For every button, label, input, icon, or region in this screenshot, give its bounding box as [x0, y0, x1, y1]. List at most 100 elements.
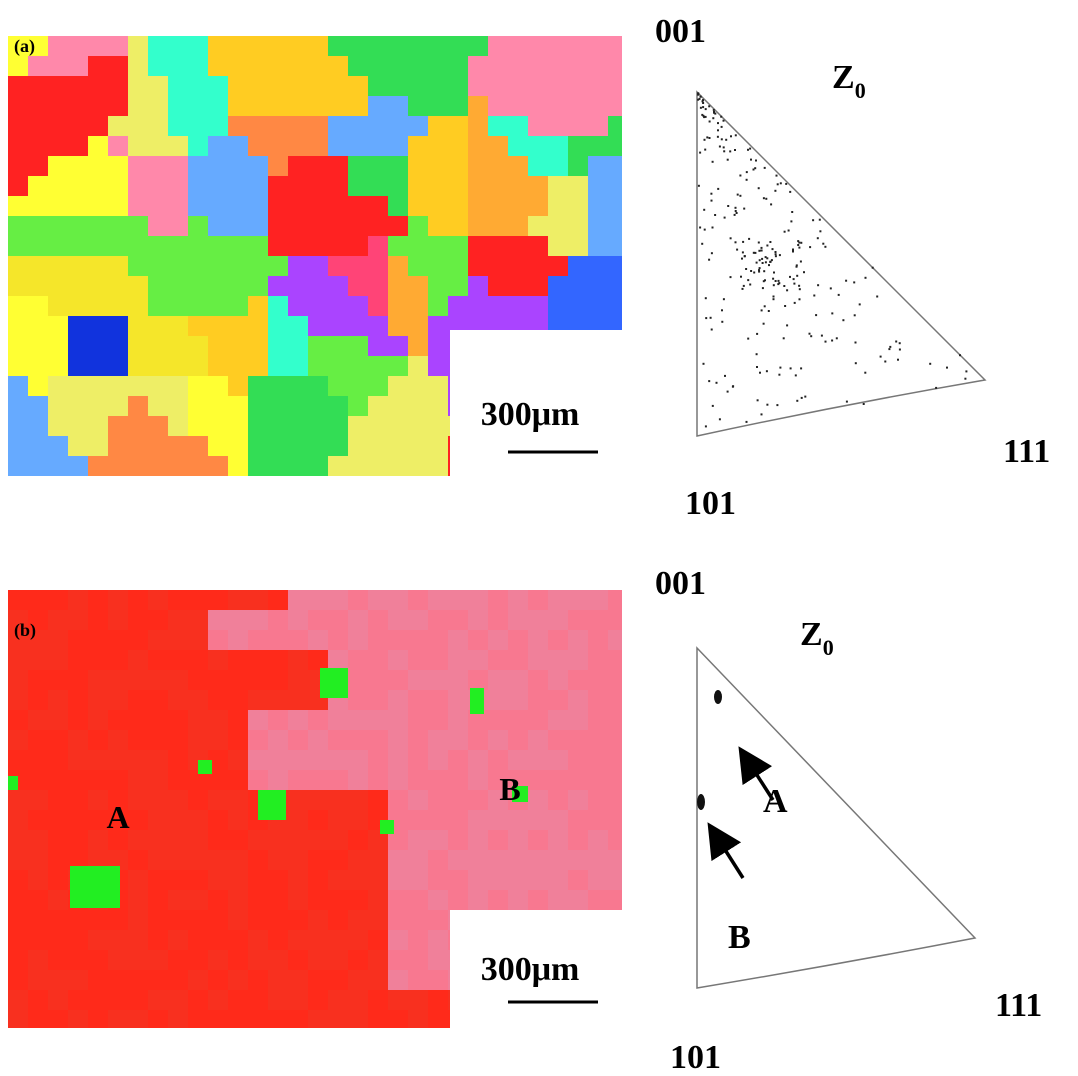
grain-cell	[308, 436, 328, 456]
grain-cell	[68, 970, 88, 990]
grain-cell	[348, 990, 368, 1010]
pole-point	[865, 277, 867, 279]
pole-point	[761, 258, 763, 260]
grain-cell	[288, 590, 308, 610]
grain-cell	[188, 96, 208, 116]
grain-cell	[288, 830, 308, 850]
grain-cell	[368, 376, 388, 396]
pole-point	[746, 171, 748, 173]
grain-cell	[428, 156, 448, 176]
grain-cell	[188, 216, 208, 236]
grain-cell	[428, 690, 448, 710]
grain-cell	[28, 316, 48, 336]
grain-cell	[128, 750, 148, 770]
grain-cell	[308, 336, 328, 356]
grain-cell	[228, 156, 248, 176]
grain-cell	[548, 710, 568, 730]
grain-cell	[168, 950, 188, 970]
pole-point	[711, 252, 713, 254]
grain-cell	[248, 276, 268, 296]
pole-point	[775, 251, 777, 253]
grain-cell	[368, 690, 388, 710]
grain-cell	[48, 890, 68, 910]
pole-point	[864, 372, 866, 374]
grain-cell	[368, 236, 388, 256]
grain-cell	[248, 416, 268, 436]
grain-cell	[168, 136, 188, 156]
pole-point	[773, 298, 775, 300]
grain-cell	[348, 156, 368, 176]
grain-cell	[368, 910, 388, 930]
grain-cell	[368, 256, 388, 276]
pole-label: 001	[655, 565, 706, 602]
grain-cell	[168, 456, 188, 476]
axis-label: Z0	[832, 59, 866, 103]
grain-cell	[508, 76, 528, 96]
pole-point	[766, 370, 768, 372]
grain-cell	[608, 56, 622, 76]
grain-cell	[388, 36, 408, 56]
grain-cell	[548, 770, 568, 790]
pole-point	[721, 321, 723, 323]
grain-cell	[208, 376, 228, 396]
grain-cell	[388, 216, 408, 236]
grain-cell	[168, 216, 188, 236]
grain-cell	[328, 750, 348, 770]
pole-point	[723, 298, 725, 300]
grain-cell	[48, 176, 68, 196]
grain-cell	[528, 850, 548, 870]
pole-point	[700, 96, 702, 98]
grain-cell	[168, 396, 188, 416]
pole-point	[897, 359, 899, 361]
grain-cell	[588, 650, 608, 670]
pole-point	[706, 136, 708, 138]
grain-cell	[28, 236, 48, 256]
grain-cell	[408, 396, 428, 416]
grain-cell	[248, 176, 268, 196]
grain-cell	[468, 216, 488, 236]
grain-cell	[428, 196, 448, 216]
grain-cell	[468, 610, 488, 630]
grain-cell	[168, 176, 188, 196]
grain-cell	[88, 276, 108, 296]
grain-cell	[88, 930, 108, 950]
grain-cell	[148, 156, 168, 176]
grain-cell	[348, 456, 368, 476]
grain-cell	[588, 850, 608, 870]
grain-cell	[288, 456, 308, 476]
pole-point	[710, 317, 712, 319]
grain-cell	[548, 256, 568, 276]
grain-cell	[568, 730, 588, 750]
grain-cell	[108, 590, 128, 610]
grain-cell	[248, 910, 268, 930]
grain-cell	[388, 236, 408, 256]
grain-cell	[88, 436, 108, 456]
grain-cell	[128, 336, 148, 356]
grain-cell	[248, 750, 268, 770]
grain-cell	[588, 890, 608, 910]
pole-point	[748, 238, 750, 240]
grain-cell	[288, 316, 308, 336]
grain-cell	[188, 56, 208, 76]
grain-cell	[548, 830, 568, 850]
grain-cell	[48, 156, 68, 176]
grain-cell	[68, 750, 88, 770]
pole-point	[734, 149, 736, 151]
grain-cell	[108, 36, 128, 56]
grain-cell	[148, 396, 168, 416]
pole-point	[735, 241, 737, 243]
grain-cell	[448, 830, 468, 850]
grain-cell	[388, 416, 408, 436]
grain-cell	[268, 590, 288, 610]
grain-cell	[548, 136, 568, 156]
grain-cell	[268, 216, 288, 236]
grain-cell	[28, 930, 48, 950]
pole-point	[794, 302, 796, 304]
grain-cell	[348, 236, 368, 256]
grain-cell	[48, 96, 68, 116]
grain-cell	[88, 630, 108, 650]
pole-point	[761, 309, 763, 311]
pole-point	[762, 262, 764, 264]
grain-cell	[208, 950, 228, 970]
pole-point	[757, 399, 759, 401]
